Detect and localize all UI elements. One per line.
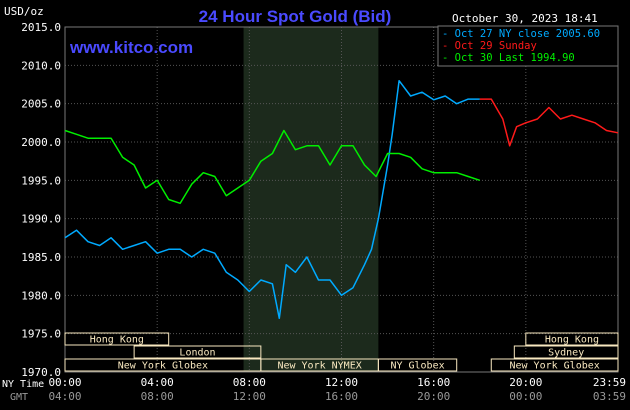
x-tick-ny: 20:00	[509, 376, 542, 389]
y-tick-label: 1995.0	[21, 174, 61, 187]
chart-title: 24 Hour Spot Gold (Bid)	[199, 7, 392, 26]
x-tick-ny: 00:00	[48, 376, 81, 389]
x-tick-gmt: 16:00	[325, 390, 358, 403]
session-label: New York NYMEX	[277, 361, 361, 372]
x-tick-ny: 16:00	[417, 376, 450, 389]
series-line	[64, 129, 481, 205]
session-label: Hong Kong	[90, 335, 144, 346]
x-tick-gmt: 08:00	[141, 390, 174, 403]
y-tick-label: 2005.0	[21, 98, 61, 111]
nymex-highlight-band	[243, 27, 379, 372]
units-label: USD/oz	[4, 5, 44, 18]
legend-entry: - Oct 29 Sunday	[442, 40, 537, 52]
y-tick-label: 2010.0	[21, 59, 61, 72]
session-box	[133, 345, 262, 359]
series-line	[479, 98, 619, 147]
y-tick-label: 1970.0	[21, 366, 61, 379]
y-tick-label: 1990.0	[21, 213, 61, 226]
y-tick-label: 2000.0	[21, 136, 61, 149]
gmt-label: GMT	[10, 392, 28, 403]
session-label: New York Globex	[509, 361, 599, 372]
session-box	[377, 358, 458, 372]
x-tick-gmt: 12:00	[233, 390, 266, 403]
x-tick-gmt: 00:00	[509, 390, 542, 403]
nymex-highlight	[243, 27, 379, 372]
x-tick-ny: 04:00	[141, 376, 174, 389]
session-label: London	[179, 348, 215, 359]
session-label: Sydney	[548, 348, 584, 359]
session-box	[525, 332, 619, 346]
session-label: Hong Kong	[545, 335, 599, 346]
x-tick-gmt: 04:00	[48, 390, 81, 403]
x-tick-gmt: 03:59	[593, 390, 626, 403]
kitco-watermark: www.kitco.com	[69, 38, 193, 57]
timestamp: October 30, 2023 18:41	[452, 12, 598, 25]
x-tick-gmt: 20:00	[417, 390, 450, 403]
session-box	[64, 332, 170, 346]
ny-time-label: NY Time	[2, 379, 44, 390]
session-box	[490, 358, 619, 372]
x-axis-ticks: 00:00 04:00 08:00 12:00 16:00 20:00 23:5904:00…	[48, 376, 626, 403]
x-tick-ny: 08:00	[233, 376, 266, 389]
x-tick-ny: 23:59	[593, 376, 626, 389]
plot-frame	[64, 26, 619, 373]
legend-box	[437, 25, 619, 67]
trading-sessions: Hong Kong London New York Globex New York N…	[64, 332, 619, 372]
session-label: NY Globex	[390, 361, 444, 372]
price-series	[64, 79, 619, 320]
series-line	[64, 79, 480, 320]
session-box	[513, 345, 619, 359]
legend-entry: - Oct 27 NY close 2005.60	[442, 28, 600, 40]
x-tick-ny: 12:00	[325, 376, 358, 389]
y-tick-label: 1975.0	[21, 328, 61, 341]
session-label: New York Globex	[118, 361, 208, 372]
y-tick-label: 2015.0	[21, 21, 61, 34]
y-tick-label: 1985.0	[21, 251, 61, 264]
chart-legend: - Oct 27 NY close 2005.60- Oct 29 Sunday…	[437, 25, 619, 67]
y-tick-label: 1980.0	[21, 289, 61, 302]
legend-entry: - Oct 30 Last 1994.90	[442, 52, 575, 64]
y-axis-ticks: 2015.0 2010.0 2005.0 2000.0 1995.0 1990.0 1985…	[21, 21, 61, 379]
